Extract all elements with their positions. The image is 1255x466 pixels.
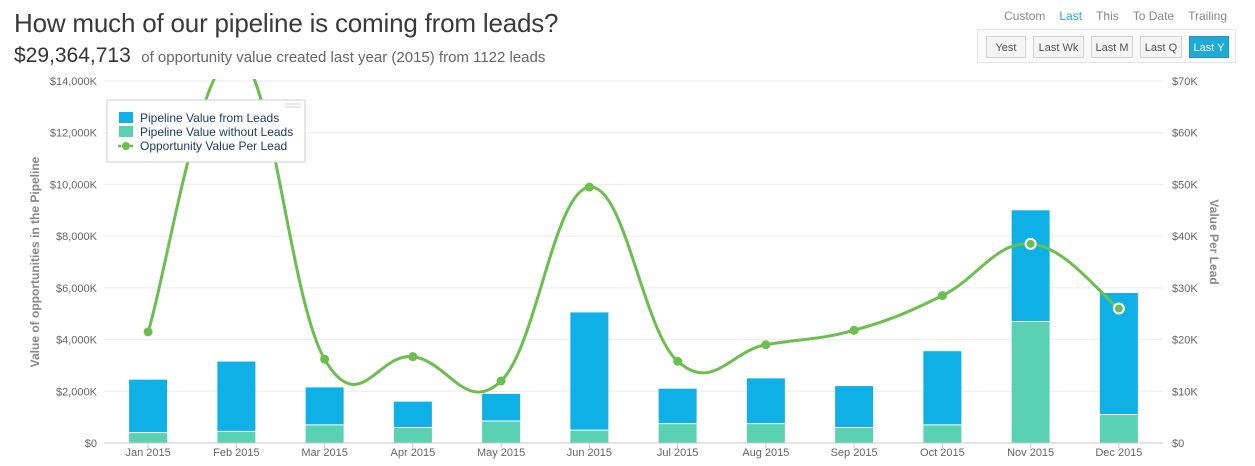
period-last-year-button[interactable]: Last Y [1189,36,1229,58]
legend-label-per-lead[interactable]: Opportunity Value Per Lead [140,139,287,153]
total-amount: $29,364,713 [14,44,131,67]
legend-swatch-without-leads [119,126,133,137]
bar-without-leads [217,431,256,443]
x-tick-label: Feb 2015 [213,447,259,459]
y-tick-label: $2,000K [56,386,98,398]
summary-description: of opportunity value created last year (… [141,49,546,66]
y-right-tick-label: $60K [1172,128,1198,140]
per-lead-point [1024,237,1037,250]
legend-box [106,99,306,163]
bar-without-leads [746,423,785,443]
x-tick-label: Aug 2015 [742,447,789,459]
bar-without-leads [570,430,609,443]
period-last-month-button[interactable]: Last M [1091,36,1133,58]
bar-without-leads [923,424,962,443]
per-lead-point [496,376,506,386]
bar-from-leads [835,386,874,428]
bar-without-leads [482,421,521,443]
y-tick-label: $6,000K [56,283,98,295]
y-right-axis-title: Value Per Lead [1207,199,1221,284]
per-lead-point [937,291,947,301]
y-axis-title: Value of opportunities in the Pipeline [28,156,42,367]
x-tick-label: Sep 2015 [831,447,878,459]
legend-swatch-leads [119,112,133,123]
bar-without-leads [658,423,697,443]
bar-from-leads [746,378,785,424]
x-tick-label: Apr 2015 [391,447,436,459]
tab-this[interactable]: This [1096,9,1119,23]
per-lead-point [320,354,330,364]
y-right-tick-label: $30K [1172,283,1198,295]
x-tick-label: Jul 2015 [657,447,699,459]
per-lead-point [1112,302,1125,315]
x-tick-label: Jan 2015 [125,447,170,459]
y-tick-label: $0 [85,438,97,450]
period-yest-button[interactable]: Yest [986,36,1026,58]
chart-legend: Pipeline Value from Leads Pipeline Value… [106,99,306,163]
y-right-tick-label: $50K [1172,179,1198,191]
period-last-week-button[interactable]: Last Wk [1033,36,1084,58]
bar-from-leads [305,387,344,425]
bar-from-leads [570,312,609,431]
per-lead-point [673,356,683,366]
period-last-quarter-button[interactable]: Last Q [1140,36,1182,58]
y-right-tick-label: $40K [1172,231,1198,243]
per-lead-point [584,182,594,192]
tab-trailing[interactable]: Trailing [1188,9,1227,23]
bar-from-leads [129,379,168,433]
legend-label-leads[interactable]: Pipeline Value from Leads [140,111,279,125]
tab-to-date[interactable]: To Date [1132,9,1175,23]
per-lead-point [849,325,859,335]
y-right-tick-label: $20K [1172,335,1198,347]
y-tick-label: $12,000K [50,128,98,140]
x-tick-label: May 2015 [477,447,525,459]
bar-from-leads [1011,210,1050,322]
per-lead-point [761,340,771,350]
bar-from-leads [923,351,962,425]
legend-label-without-leads[interactable]: Pipeline Value without Leads [140,125,293,139]
per-lead-point [143,327,153,337]
bar-from-leads [482,393,521,422]
y-tick-label: $10,000K [50,179,98,191]
x-tick-label: Mar 2015 [301,447,347,459]
tab-custom[interactable]: Custom [1004,9,1046,23]
bar-from-leads [658,388,697,424]
x-tick-label: Nov 2015 [1007,447,1054,459]
per-lead-point [408,352,418,362]
bar-without-leads [129,432,168,443]
y-tick-label: $14,000K [50,76,98,88]
range-tabs: Custom Last This To Date Trailing [1004,9,1227,23]
tab-last[interactable]: Last [1059,9,1083,23]
y-right-tick-label: $10K [1172,386,1198,398]
y-tick-label: $4,000K [56,335,98,347]
bar-without-leads [1099,414,1138,443]
bar-without-leads [835,427,874,443]
x-tick-label: Dec 2015 [1095,447,1142,459]
legend-swatch-dot [122,142,130,150]
bar-without-leads [1011,321,1050,443]
x-tick-label: Oct 2015 [920,447,965,459]
period-selector: Yest Last Wk Last M Last Q Last Y [977,29,1236,63]
y-right-tick-label: $70K [1172,76,1198,88]
x-tick-label: Jun 2015 [567,447,612,459]
bar-without-leads [305,424,344,443]
bar-from-leads [393,401,432,428]
y-right-tick-label: $0 [1172,438,1184,450]
bar-from-leads [217,361,256,432]
summary-line: $29,364,713 of opportunity value created… [14,44,545,68]
y-tick-label: $8,000K [56,231,98,243]
page-title: How much of our pipeline is coming from … [14,8,559,38]
bar-without-leads [393,427,432,443]
